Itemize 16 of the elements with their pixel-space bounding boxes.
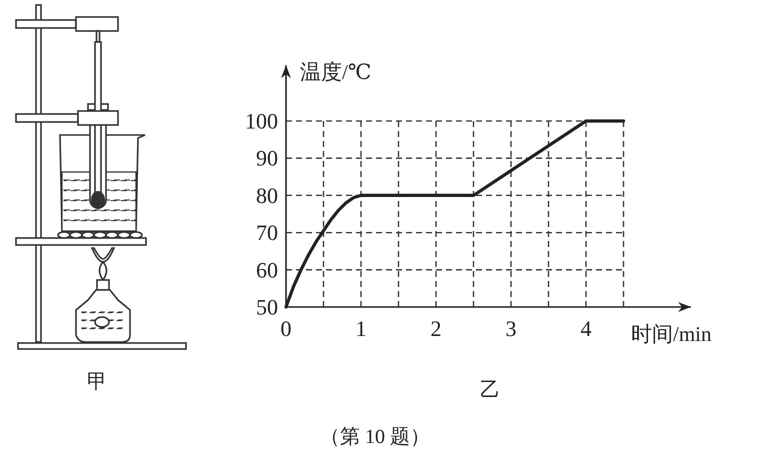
text: 乙 bbox=[480, 379, 500, 401]
text: 甲 bbox=[87, 371, 107, 393]
y-tick-label: 60 bbox=[256, 257, 278, 282]
x-axis-title: 时间/min bbox=[631, 322, 712, 346]
y-tick-label: 70 bbox=[256, 220, 278, 246]
y-tick-label: 80 bbox=[256, 182, 278, 208]
x-tick-label: 4 bbox=[580, 316, 592, 341]
y-tick-label: 100 bbox=[245, 108, 278, 134]
y-axis-title: 温度/℃ bbox=[300, 60, 372, 84]
x-tick-label: 1 bbox=[356, 316, 366, 341]
x-tick-label: 2 bbox=[430, 316, 442, 341]
text: （第 10 题） bbox=[320, 426, 430, 448]
y-tick-label: 50 bbox=[256, 294, 278, 320]
x-tick-label: 0 bbox=[280, 316, 292, 341]
x-tick-label: 3 bbox=[506, 316, 516, 341]
y-tick-label: 90 bbox=[256, 146, 278, 171]
